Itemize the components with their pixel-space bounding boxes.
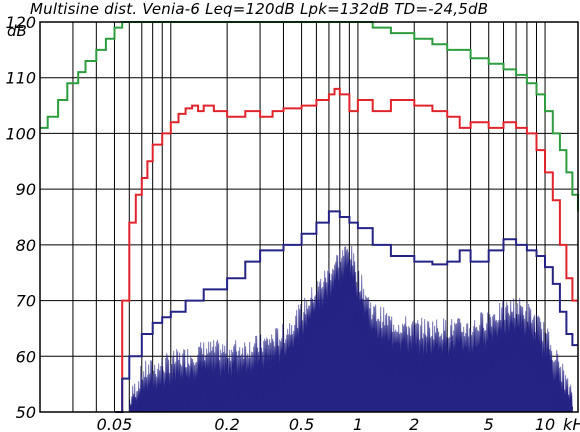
x-tick-label: 0.2: [214, 415, 239, 432]
y-tick-label: 50: [16, 403, 36, 422]
y-tick-label: 100: [5, 124, 36, 143]
y-tick-label: 60: [16, 347, 36, 366]
y-axis-unit-label: dB: [7, 22, 27, 40]
chart-title: Multisine dist. Venia-6 Leq=120dB Lpk=13…: [30, 0, 489, 18]
y-tick-label: 80: [16, 236, 36, 255]
series-line-3: [114, 210, 578, 413]
y-tick-label: 110: [5, 69, 36, 88]
x-tick-label: 0.05: [97, 415, 133, 432]
plot-frame: [39, 21, 579, 413]
x-tick-label: 0.5: [289, 415, 314, 432]
x-tick-label: 2: [409, 415, 419, 432]
series-line-1: [40, 21, 579, 212]
x-tick-label: 1: [353, 415, 363, 432]
series-line-2: [114, 87, 578, 413]
x-tick-label: 10: [535, 415, 555, 432]
x-unit-label: kHz: [563, 415, 580, 432]
x-tick-label: 5: [484, 415, 494, 432]
y-tick-label: 90: [16, 180, 36, 199]
spectrum-series: [128, 245, 574, 413]
y-tick-label: 120: [5, 13, 36, 32]
y-tick-label: 70: [16, 292, 36, 311]
